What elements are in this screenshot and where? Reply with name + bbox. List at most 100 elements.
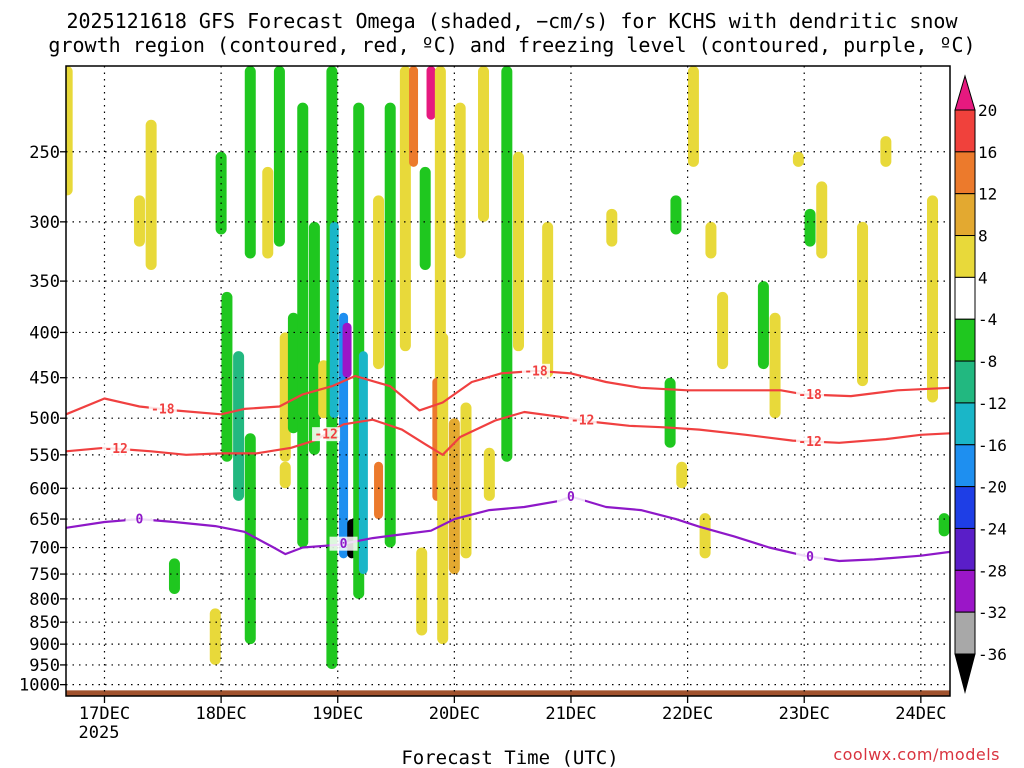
colorbar-bin--24--20 [954, 486, 976, 529]
contour-line-1 [66, 410, 950, 456]
contour-label-bg-2-0 [125, 512, 154, 527]
y-tick-label-800: 800 [29, 590, 60, 610]
contour-label-bg-1-1 [312, 427, 341, 442]
omega-patch-21 [342, 322, 352, 378]
colorbar-bin--12--8 [954, 360, 976, 404]
colorbar-bin--8--4 [954, 318, 976, 362]
terrain-fill [66, 690, 950, 696]
omega-patch-28 [399, 66, 411, 352]
colorbar-bin--28--24 [954, 527, 976, 571]
omega-patch-49 [757, 281, 769, 370]
omega-patch-58 [664, 377, 676, 448]
omega-patch-10 [262, 166, 274, 259]
colorbar-label--28: -28 [978, 561, 1007, 580]
y-tick-label-350: 350 [29, 272, 60, 292]
omega-patch-45 [670, 195, 682, 235]
y-tick-label-500: 500 [29, 409, 60, 429]
colorbar-label--12: -12 [978, 394, 1007, 413]
omega-patch-46 [687, 66, 699, 167]
omega-patch-25 [373, 195, 385, 370]
y-tick-label-300: 300 [29, 213, 60, 233]
colorbar-label--8: -8 [978, 352, 997, 371]
contour-label-1-0: -12 [104, 442, 127, 457]
omega-patch-3 [168, 558, 180, 595]
x-axis-ticks: 17DEC 18DEC 19DEC 20DEC 21DEC 22DEC 23DEC 24DEC [79, 696, 946, 724]
omega-patch-14 [287, 312, 299, 434]
omega-patch-6 [244, 66, 256, 259]
colorbar: 20 16 12 8 4 -4 -8 -12 -16 -20 -24 -28 -32 -36 [954, 74, 1007, 694]
omega-patch-16 [308, 221, 320, 455]
colorbar-label--4: -4 [978, 310, 997, 329]
contour-label-bg-1-0 [102, 441, 131, 456]
y-tick-label-950: 950 [29, 656, 60, 676]
y-tick-label-650: 650 [29, 510, 60, 530]
x-tick-label-24dec: 24DEC [895, 704, 946, 724]
contour-label-1-3: -12 [798, 435, 821, 450]
omega-patch-37 [454, 102, 466, 259]
contour-label-1-2: -12 [571, 414, 594, 429]
y-axis-ticks: 2503003504004505005506006507007508008509… [19, 143, 66, 696]
omega-patch-54 [857, 221, 869, 387]
omega-patch-30 [419, 166, 431, 270]
y-tick-label-400: 400 [29, 323, 60, 343]
omega-patch-51 [792, 151, 804, 167]
colorbar-bin--36--32 [954, 611, 976, 655]
site-credit: coolwx.com/models [833, 745, 1000, 764]
omega-patch-38 [460, 402, 472, 559]
omega-patch-5 [215, 151, 227, 235]
omega-patch-15 [297, 102, 309, 548]
x-tick-label-17dec: 17DEC [79, 704, 130, 724]
y-tick-label-450: 450 [29, 369, 60, 389]
contour-label-2-2: 0 [567, 490, 575, 505]
y-tick-label-750: 750 [29, 565, 60, 585]
omega-patch-2 [133, 195, 145, 247]
omega-patch-60 [676, 461, 688, 489]
colorbar-label-4: 4 [978, 268, 988, 287]
contour-label-0-1: -18 [524, 364, 548, 379]
colorbar-bin--4-4 [954, 276, 976, 320]
contour-label-bg-1-3 [796, 434, 825, 449]
contour-label-bg-0-1 [521, 363, 550, 378]
omega-patch-53 [816, 181, 828, 259]
omega-patch-44 [606, 208, 618, 247]
y-tick-label-1000: 1000 [19, 676, 60, 696]
omega-patch-9 [244, 433, 256, 645]
contour-label-1-1: -12 [314, 428, 337, 443]
contour-label-2-0: 0 [136, 513, 144, 528]
x-tick-label-21dec: 21DEC [545, 704, 596, 724]
omega-patch-13 [279, 461, 291, 489]
contour-label-bg-2-2 [556, 489, 585, 504]
contour-label-2-1: 0 [340, 537, 348, 552]
contour-line-2 [66, 495, 950, 563]
y-tick-label-900: 900 [29, 635, 60, 655]
omega-patch-27 [384, 102, 396, 548]
y-tick-label-700: 700 [29, 539, 60, 559]
omega-patch-1 [145, 119, 157, 270]
contour-label-bg-2-3 [796, 549, 825, 564]
omega-patch-56 [927, 195, 939, 403]
colorbar-label--32: -32 [978, 603, 1007, 622]
contour-label-0-0: -18 [151, 403, 175, 418]
omega-patch-47 [705, 221, 717, 259]
omega-patch-41 [501, 66, 513, 462]
plot-frame [65, 65, 951, 697]
omega-patch-42 [512, 151, 524, 352]
omega-patch-29 [409, 66, 419, 167]
colorbar-label-20: 20 [978, 101, 997, 120]
x-tick-label-19dec: 19DEC [312, 704, 363, 724]
x-tick-year: 2025 [79, 723, 120, 743]
omega-patch-52 [804, 208, 816, 247]
contour-label-2-3: 0 [806, 550, 814, 565]
colorbar-label--36: -36 [978, 645, 1007, 664]
omega-patch-43 [542, 221, 554, 378]
omega-patch-8 [233, 351, 245, 501]
omega-shading [66, 66, 950, 669]
chart-title-line-2: growth region (contoured, red, ºC) and f… [48, 33, 975, 57]
chart-title-line-1: 2025121618 GFS Forecast Omega (shaded, −… [66, 9, 958, 33]
y-tick-label-250: 250 [29, 143, 60, 163]
y-tick-label-600: 600 [29, 479, 60, 499]
colorbar-label-12: 12 [978, 185, 997, 204]
colorbar-label--24: -24 [978, 519, 1007, 538]
colorbar-bin--32--28 [954, 569, 976, 613]
